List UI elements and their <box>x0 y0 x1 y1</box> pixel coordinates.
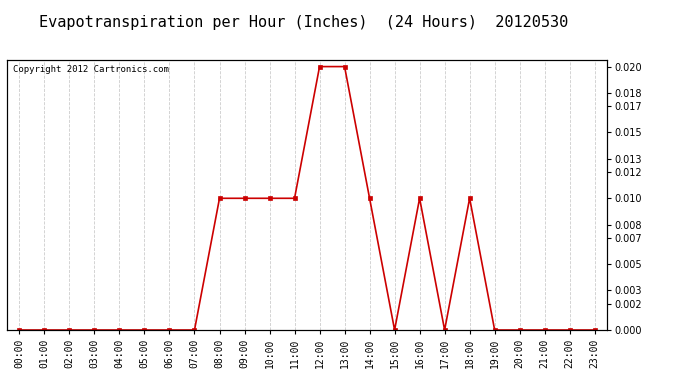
Text: Copyright 2012 Cartronics.com: Copyright 2012 Cartronics.com <box>13 65 169 74</box>
Text: Evapotranspiration per Hour (Inches)  (24 Hours)  20120530: Evapotranspiration per Hour (Inches) (24… <box>39 15 569 30</box>
